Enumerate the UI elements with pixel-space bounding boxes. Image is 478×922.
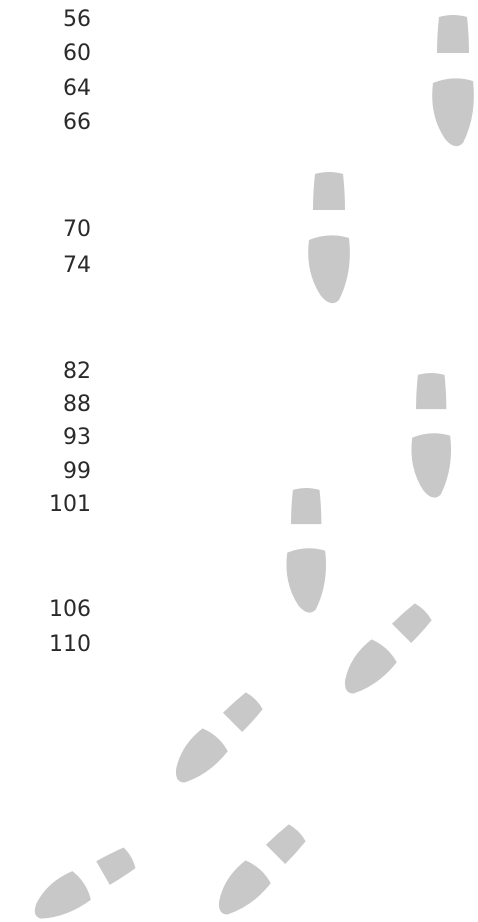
sole (207, 857, 273, 922)
number-label: 64 (63, 76, 91, 101)
footprint (286, 488, 326, 613)
sole (432, 78, 474, 146)
heel (266, 822, 308, 864)
footprint (308, 172, 350, 303)
number-label: 70 (63, 217, 91, 242)
footprint (207, 819, 311, 922)
number-label: 88 (63, 392, 91, 417)
number-label: 60 (63, 41, 91, 66)
sole (308, 235, 350, 303)
footprint (333, 598, 437, 702)
heel (437, 15, 469, 53)
heel (392, 601, 434, 643)
heel (223, 690, 265, 732)
number-list: 56 60 64 66 70 74 82 88 93 99 101 106 110 (49, 7, 91, 657)
sole (286, 548, 326, 612)
sole (333, 636, 399, 702)
footprint (411, 373, 451, 498)
footprint (432, 15, 474, 146)
footprint (164, 687, 268, 791)
number-label: 74 (63, 253, 91, 278)
number-label: 110 (49, 632, 91, 657)
number-label: 66 (63, 110, 91, 135)
number-label: 93 (63, 425, 91, 450)
footprint (26, 842, 140, 922)
canvas: 56 60 64 66 70 74 82 88 93 99 101 106 110 (0, 0, 478, 922)
heel (416, 373, 446, 409)
sole (411, 433, 451, 497)
heel (291, 488, 321, 524)
sole (164, 725, 230, 791)
sole (26, 869, 94, 922)
heel (313, 172, 345, 210)
number-label: 99 (63, 459, 91, 484)
number-label: 106 (49, 597, 91, 622)
number-label: 82 (63, 359, 91, 384)
number-label: 56 (63, 7, 91, 32)
number-label: 101 (49, 492, 91, 517)
heel (96, 845, 138, 885)
page: {"numbers": ["56", "60", "64", "66", "70… (0, 0, 478, 922)
